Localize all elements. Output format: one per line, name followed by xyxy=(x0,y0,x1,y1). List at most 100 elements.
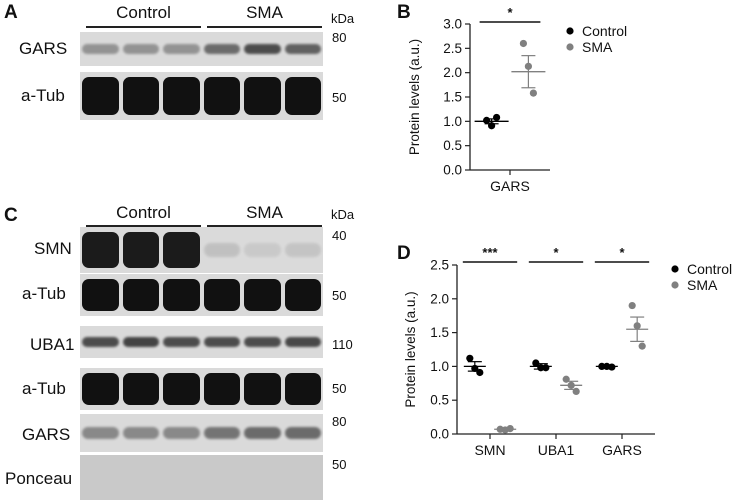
panel-a-blot-gars xyxy=(80,32,323,66)
panel-c-row-label-atub-2: a-Tub xyxy=(22,379,66,398)
blot-band xyxy=(163,336,200,348)
panel-c-marker-50-b: 50 xyxy=(332,381,347,396)
legend-label: SMA xyxy=(582,39,613,55)
blot-band xyxy=(244,77,281,115)
y-tick-label: 1.5 xyxy=(430,325,449,340)
legend-marker xyxy=(671,265,679,273)
panel-c-marker-40: 40 xyxy=(332,228,347,243)
panel-c-row-label-ponceau: Ponceau xyxy=(5,469,73,488)
panel-c-blot-ponceau xyxy=(80,455,323,500)
y-tick-label: 2.0 xyxy=(443,65,462,80)
panel-c-marker-50-a: 50 xyxy=(332,288,347,303)
data-point xyxy=(483,116,491,124)
blot-band xyxy=(203,426,240,440)
blot-band xyxy=(284,372,321,406)
blot-band xyxy=(203,278,240,312)
blot-band xyxy=(244,43,281,55)
data-point xyxy=(633,322,641,330)
x-tick-label: SMN xyxy=(474,442,505,458)
blot-band xyxy=(122,232,159,268)
y-axis-label: Protein levels (a.u.) xyxy=(403,291,418,407)
panel-d-chart: 0.0 0.5 1.0 1.5 2.0 2.5 Protein levels (a.u.) S… xyxy=(403,245,732,458)
blot-band xyxy=(203,372,240,406)
blot-band xyxy=(122,77,159,115)
panel-a-sma-line xyxy=(207,26,322,28)
panel-c-blot-uba1 xyxy=(80,326,323,358)
blot-band xyxy=(163,426,200,440)
panel-c-blot-atub-2 xyxy=(80,368,323,410)
y-axis-label: Protein levels (a.u.) xyxy=(407,39,422,155)
blot-band xyxy=(163,372,200,406)
x-tick-label: GARS xyxy=(490,178,530,194)
panel-c-sma-label: SMA xyxy=(246,203,283,222)
blot-band xyxy=(82,336,119,348)
data-point xyxy=(519,39,527,48)
data-point xyxy=(529,89,537,97)
panel-c-blot-atub-1 xyxy=(80,274,323,316)
data-point xyxy=(488,122,496,130)
panel-a-marker-80: 80 xyxy=(332,30,347,45)
data-point xyxy=(524,62,532,70)
data-point xyxy=(532,359,540,367)
blot-band xyxy=(284,43,321,55)
data-point xyxy=(572,387,580,396)
panel-a-sma-label: SMA xyxy=(246,3,283,22)
panel-b-chart: 0.0 0.5 1.0 1.5 2.0 2.5 3.0 Protein levels (a.u… xyxy=(407,5,627,194)
significance-marker: * xyxy=(553,245,559,260)
data-point xyxy=(476,368,484,377)
legend-marker xyxy=(671,281,679,289)
blot-band xyxy=(203,242,240,258)
blot-band xyxy=(122,372,159,406)
panel-c-kda-label: kDa xyxy=(331,207,355,222)
y-tick-label: 0.0 xyxy=(430,427,449,442)
y-tick-label: 1.0 xyxy=(430,359,449,374)
panel-c-blot-smn xyxy=(80,227,323,273)
legend-label: Control xyxy=(582,23,627,39)
y-tick-label: 2.5 xyxy=(430,258,449,273)
y-tick-label: 3.0 xyxy=(443,17,462,32)
blot-band xyxy=(244,372,281,406)
significance-marker: * xyxy=(507,5,513,20)
data-point xyxy=(506,424,514,433)
y-tick-label: 0.5 xyxy=(443,138,462,153)
blot-band xyxy=(82,232,119,268)
blot-band xyxy=(122,426,159,440)
y-tick-label: 0.5 xyxy=(430,393,449,408)
blot-band xyxy=(82,278,119,312)
blot-band xyxy=(203,77,240,115)
panel-c-blot-gars xyxy=(80,414,323,452)
blot-band xyxy=(163,232,200,268)
significance-marker: * xyxy=(619,245,625,260)
legend-marker xyxy=(566,43,574,51)
blot-band xyxy=(244,278,281,312)
panel-a-control-label: Control xyxy=(116,3,171,22)
legend-marker xyxy=(566,27,574,35)
blot-band xyxy=(284,242,321,258)
data-point xyxy=(493,113,501,122)
data-point xyxy=(542,364,550,372)
panel-a-control-line xyxy=(86,26,201,28)
legend-label: Control xyxy=(687,261,732,277)
data-point xyxy=(628,301,636,310)
panel-c-marker-50-c: 50 xyxy=(332,457,347,472)
data-point xyxy=(598,362,606,370)
data-point xyxy=(638,342,646,350)
blot-band xyxy=(244,336,281,348)
panel-a-row-label-gars: GARS xyxy=(19,39,68,58)
x-tick-label: GARS xyxy=(602,442,642,458)
y-tick-label: 1.0 xyxy=(443,114,462,129)
panel-a-letter: A xyxy=(4,2,18,23)
y-tick-label: 1.5 xyxy=(443,90,462,105)
data-point xyxy=(537,364,545,372)
blot-band xyxy=(244,426,281,440)
significance-marker: *** xyxy=(482,245,498,260)
panel-d-letter: D xyxy=(397,243,411,264)
blot-band xyxy=(284,426,321,440)
blot-band xyxy=(82,372,119,406)
data-point xyxy=(567,381,575,389)
panel-c-letter: C xyxy=(4,205,18,226)
panel-a-kda-label: kDa xyxy=(331,11,355,26)
panel-c-marker-110: 110 xyxy=(332,337,353,352)
blot-band xyxy=(82,43,119,55)
data-point xyxy=(466,354,474,362)
